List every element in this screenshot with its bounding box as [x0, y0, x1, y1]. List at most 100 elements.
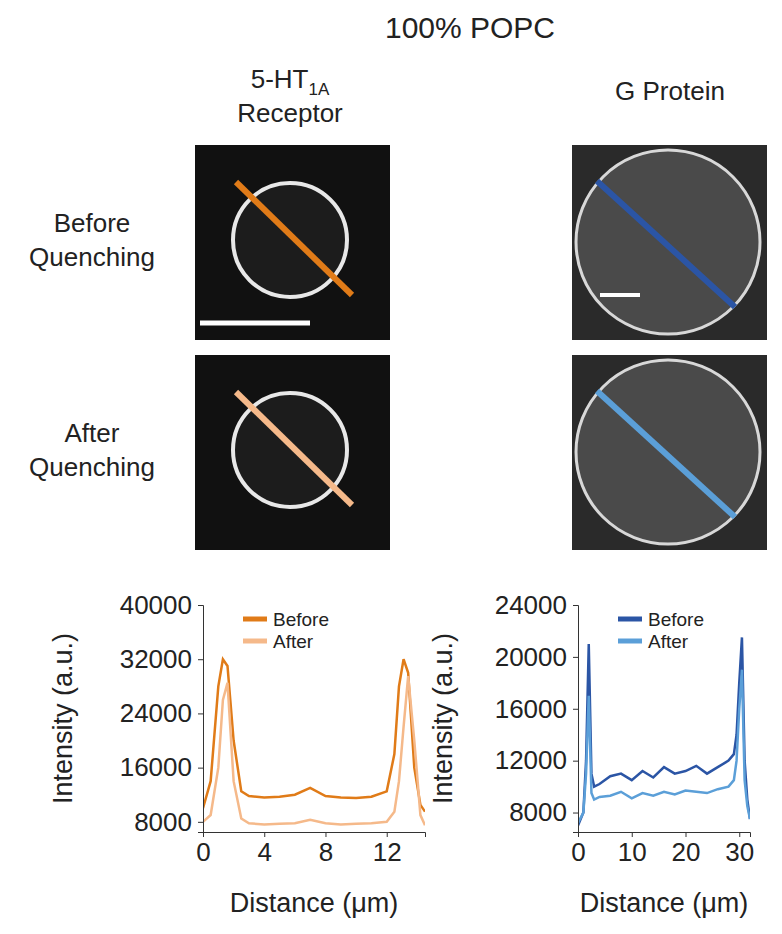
x-axis-title: Distance (μm) [230, 888, 399, 918]
y-axis: 8000 16000 24000 32000 40000 [120, 590, 204, 837]
tick: 20000 [495, 642, 578, 672]
tick-mark [573, 761, 578, 762]
image-panel [195, 145, 390, 340]
tick: 12000 [495, 745, 578, 775]
image-background [195, 145, 390, 340]
tick-mark [739, 832, 740, 837]
tick-label: 16000 [495, 694, 567, 724]
y-axis-title: Intensity (a.u.) [428, 633, 458, 804]
tick-mark [198, 768, 203, 769]
tick: 0 [196, 832, 210, 867]
tick: 30 [725, 832, 754, 867]
y-axis: 8000 12000 16000 20000 24000 [495, 590, 579, 833]
column-head-subscript: 1A [308, 80, 329, 99]
image-background [572, 355, 767, 550]
legend-label: After [273, 631, 314, 652]
tick-mark [387, 832, 388, 837]
tick-mark [198, 822, 203, 823]
tick-label: 8 [319, 837, 333, 867]
tick-mark [198, 713, 203, 714]
tick-label: 12000 [495, 745, 567, 775]
legend-label: After [648, 631, 689, 652]
vesicle [576, 150, 760, 334]
tick-label: 8000 [134, 807, 192, 837]
tick-mark [686, 832, 687, 837]
tick-label: 20000 [495, 642, 567, 672]
tick: 16000 [120, 752, 203, 782]
tick: 8000 [134, 807, 203, 837]
tick-mark [573, 605, 578, 606]
tick-label: 24000 [495, 590, 567, 620]
tick-label: 40000 [120, 590, 192, 620]
column-head: G Protein [615, 76, 725, 106]
tick: 16000 [495, 694, 578, 724]
profile-line [597, 181, 735, 307]
tick-label: 24000 [120, 698, 192, 728]
image-background [572, 145, 767, 340]
tick: 8000 [509, 797, 578, 827]
tick: 12 [373, 832, 402, 867]
tick: 32000 [120, 644, 203, 674]
axis-line [579, 833, 751, 838]
x-axis: 0 10 20 30 [571, 832, 754, 867]
vesicle [233, 183, 347, 297]
line-chart: 0 10 20 30 8000 12000 16000 20000 24000 Distance … [428, 590, 754, 918]
tick-mark [264, 832, 265, 837]
tick-mark [198, 605, 203, 606]
axis-line [573, 606, 579, 833]
data-line [578, 637, 750, 825]
legend: BeforeAfter [243, 609, 329, 652]
legend-swatch [243, 639, 267, 644]
axis-line [204, 833, 426, 838]
tick: 40000 [120, 590, 203, 620]
profile-line [597, 391, 735, 517]
tick-label: 16000 [120, 752, 192, 782]
plot-area [203, 659, 425, 825]
row-label: After [65, 418, 120, 448]
tick-label: 8000 [509, 797, 567, 827]
line-chart: 0 4 8 12 8000 16000 24000 32000 40000 Distance (μ… [48, 590, 426, 918]
image-panel [572, 145, 767, 340]
vesicle [576, 360, 760, 544]
tick-label: 10 [618, 837, 647, 867]
tick-mark [573, 813, 578, 814]
x-axis: 0 4 8 12 [196, 832, 425, 867]
column-head: Receptor [237, 98, 343, 128]
data-line [578, 670, 750, 823]
tick-label: 4 [258, 837, 272, 867]
profile-line [236, 182, 352, 295]
x-axis-title: Distance (μm) [580, 888, 749, 918]
image-panel [572, 355, 767, 550]
data-line [203, 676, 425, 825]
image-background [195, 355, 390, 550]
y-axis-title: Intensity (a.u.) [48, 633, 78, 804]
column-head: 5-HT1A [251, 64, 330, 99]
scale-bar [200, 321, 310, 326]
tick: 24000 [120, 698, 203, 728]
tick-mark [325, 832, 326, 837]
tick: 0 [571, 832, 585, 867]
axis-line [198, 606, 204, 833]
tick: 10 [618, 832, 647, 867]
legend-swatch [618, 617, 642, 622]
tick-label: 20 [672, 837, 701, 867]
tick: 20 [672, 832, 701, 867]
tick-label: 12 [373, 837, 402, 867]
row-label: Before [54, 208, 131, 238]
tick: 8 [319, 832, 333, 867]
scale-bar [600, 293, 640, 297]
legend: BeforeAfter [618, 609, 704, 652]
column-head-text: 5-HT [251, 64, 309, 94]
legend-label: Before [273, 609, 329, 630]
tick-label: 30 [725, 837, 754, 867]
legend-label: Before [648, 609, 704, 630]
row-label: Quenching [29, 452, 155, 482]
figure-title: 100% POPC [385, 11, 555, 44]
vesicle [233, 393, 347, 507]
tick-label: 32000 [120, 644, 192, 674]
plot-area [578, 637, 750, 825]
tick-mark [632, 832, 633, 837]
tick-label: 0 [571, 837, 585, 867]
image-panel [195, 355, 390, 550]
tick-mark [573, 657, 578, 658]
